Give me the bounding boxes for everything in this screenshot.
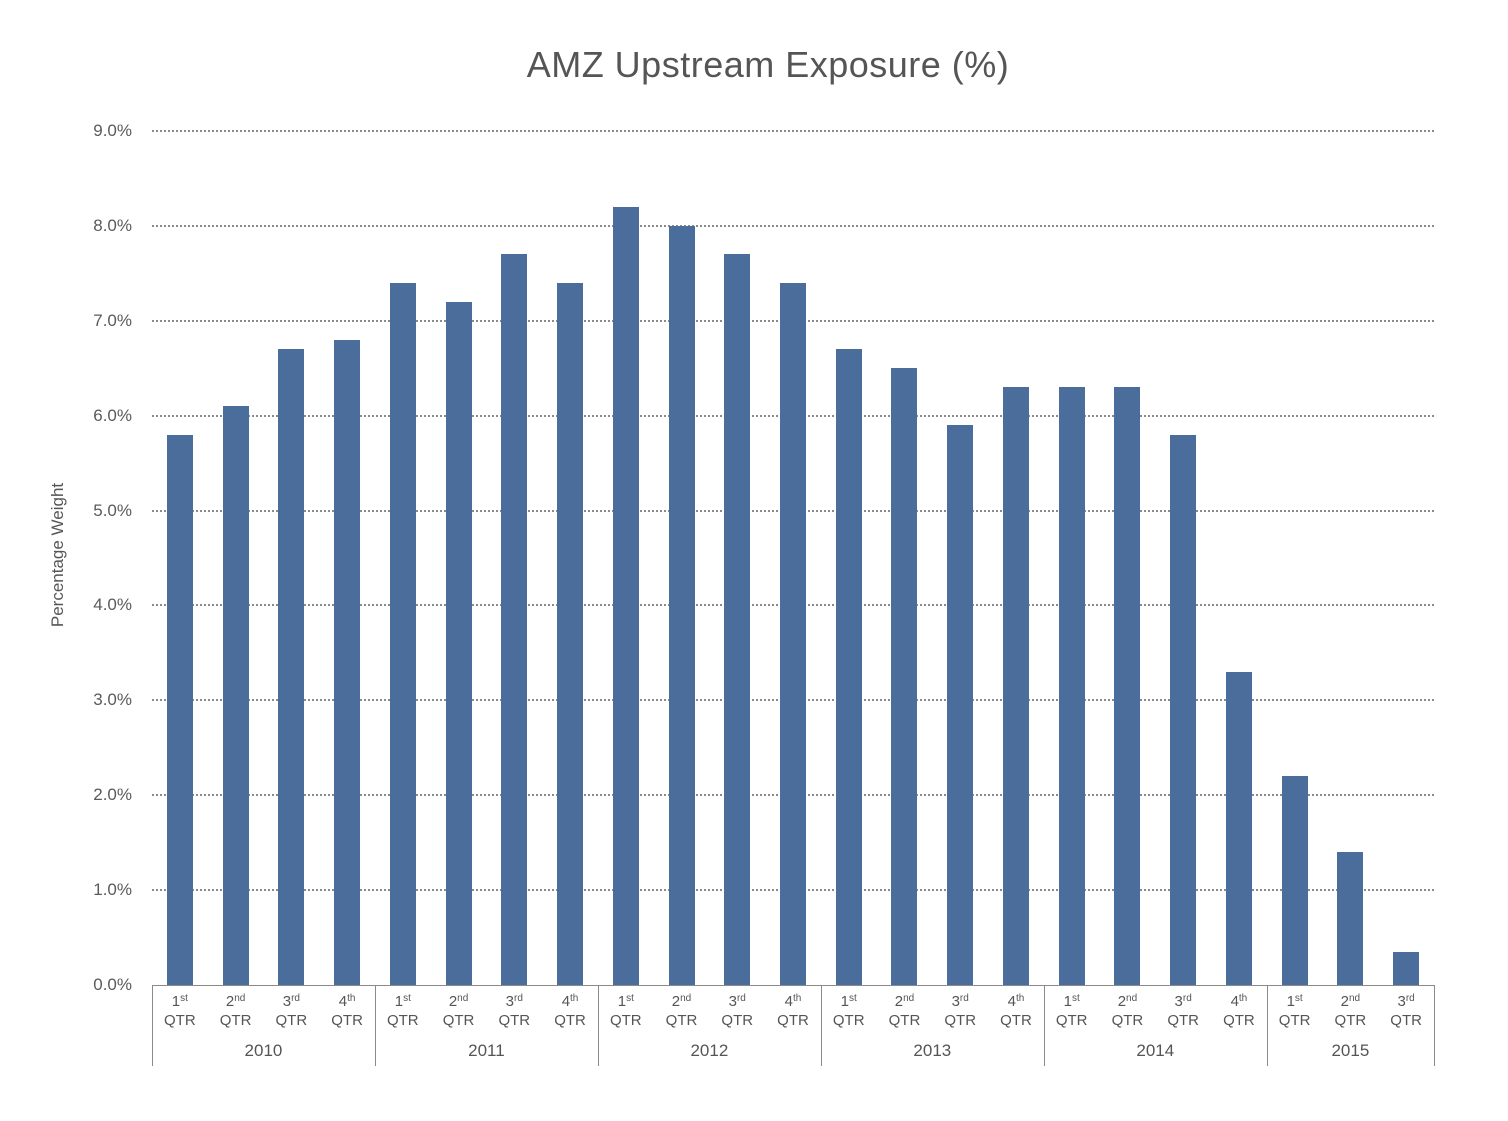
x-axis-line xyxy=(152,985,1434,986)
bar xyxy=(1058,387,1085,985)
y-tick-label: 2.0% xyxy=(93,785,132,805)
y-tick-label: 1.0% xyxy=(93,880,132,900)
quarter-label: 1st QTR xyxy=(1278,993,1311,1029)
bar xyxy=(612,206,639,985)
bar xyxy=(1114,387,1141,985)
year-label: 2013 xyxy=(913,1041,952,1060)
year-label: 2010 xyxy=(244,1041,283,1060)
quarter-label: 3rd QTR xyxy=(1167,993,1199,1029)
chart-title: AMZ Upstream Exposure (%) xyxy=(526,44,1010,85)
y-tick-label: 9.0% xyxy=(93,121,132,140)
bar xyxy=(1337,852,1364,985)
quarter-label: 2nd QTR xyxy=(219,993,252,1029)
y-tick-label: 8.0% xyxy=(93,215,132,235)
quarter-label: 3rd QTR xyxy=(1390,993,1422,1029)
quarter-label: 2nd QTR xyxy=(1111,993,1144,1029)
quarter-label: 2nd QTR xyxy=(665,993,698,1029)
year-label: 2012 xyxy=(690,1041,729,1060)
bar xyxy=(668,225,695,985)
quarter-label: 3rd QTR xyxy=(721,993,754,1029)
quarter-label: 4th QTR xyxy=(1000,993,1032,1029)
y-tick-label: 3.0% xyxy=(93,690,132,710)
y-tick-label: 6.0% xyxy=(93,405,132,425)
quarter-label: 1st QTR xyxy=(164,993,196,1029)
group-separator xyxy=(1266,985,1268,1066)
quarter-label: 1st QTR xyxy=(1055,993,1088,1029)
quarter-label: 4th QTR xyxy=(331,993,363,1029)
y-tick-label: 7.0% xyxy=(93,310,132,330)
y-tick-label: 0.0% xyxy=(93,975,132,994)
quarter-label: 4th QTR xyxy=(777,993,809,1029)
bar xyxy=(780,282,806,985)
group-separator xyxy=(820,985,822,1066)
group-separator xyxy=(1434,985,1435,1066)
bar xyxy=(389,282,416,985)
bar xyxy=(222,406,249,985)
quarter-label: 3rd QTR xyxy=(944,993,977,1029)
quarter-label: 2nd QTR xyxy=(442,993,475,1029)
bar xyxy=(1281,776,1308,985)
bar xyxy=(1393,951,1420,985)
bar xyxy=(166,434,193,985)
bar xyxy=(334,339,361,985)
bar xyxy=(278,349,305,985)
bar xyxy=(1170,434,1197,985)
quarter-label: 2nd QTR xyxy=(1334,993,1367,1029)
gridline xyxy=(152,224,1434,227)
quarter-label: 2nd QTR xyxy=(888,993,921,1029)
quarter-label: 1st QTR xyxy=(386,993,419,1029)
group-separator xyxy=(374,985,376,1066)
bar xyxy=(1002,387,1029,985)
quarter-label: 4th QTR xyxy=(554,993,586,1029)
quarter-label: 4th QTR xyxy=(1223,993,1255,1029)
quarter-label: 1st QTR xyxy=(609,993,642,1029)
group-separator xyxy=(1043,985,1045,1066)
bar xyxy=(947,425,974,985)
bar xyxy=(501,254,528,985)
quarter-label: 3rd QTR xyxy=(498,993,531,1029)
gridline xyxy=(152,130,1434,132)
y-tick-label: 5.0% xyxy=(93,500,132,520)
y-tick-label: 4.0% xyxy=(93,595,132,615)
group-separator xyxy=(597,985,599,1066)
bar xyxy=(445,301,472,985)
year-label: 2011 xyxy=(468,1041,505,1060)
quarter-label: 3rd QTR xyxy=(275,993,308,1029)
group-separator xyxy=(152,985,153,1066)
bar xyxy=(835,349,862,985)
bar xyxy=(557,282,584,985)
year-label: 2014 xyxy=(1136,1041,1175,1060)
bar xyxy=(724,254,751,985)
bar xyxy=(1225,671,1252,985)
quarter-label: 1st QTR xyxy=(832,993,865,1029)
year-label: 2015 xyxy=(1331,1041,1370,1060)
bar xyxy=(891,368,918,985)
